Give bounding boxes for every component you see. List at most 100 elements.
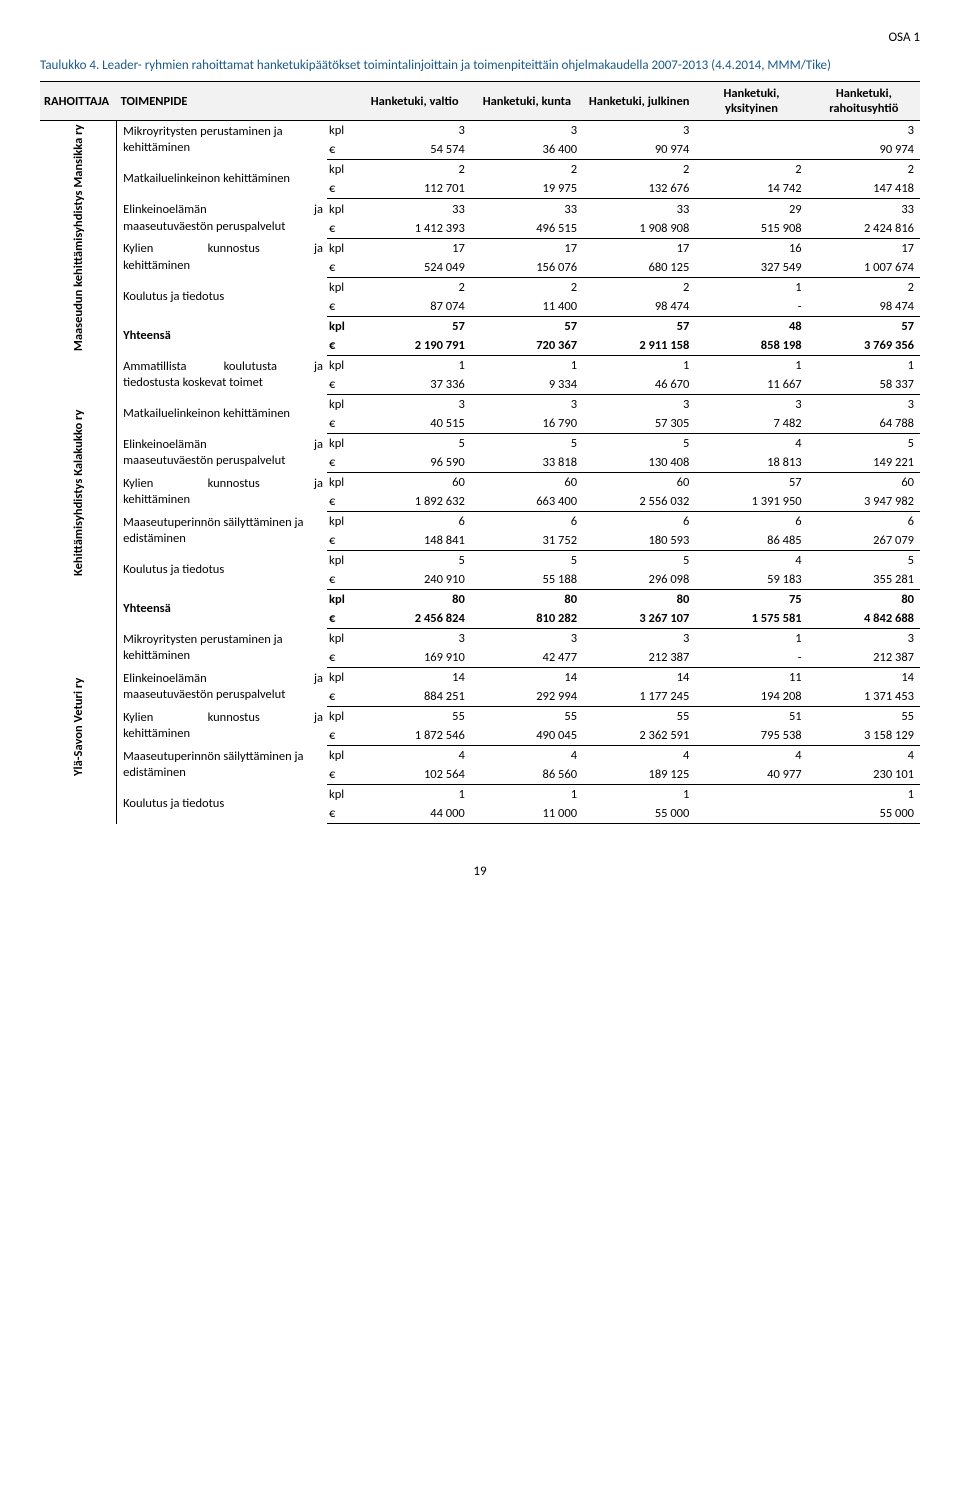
cell-value: 3 947 982 bbox=[808, 492, 920, 512]
cell-value: 80 bbox=[359, 590, 471, 610]
cell-value: 148 841 bbox=[359, 531, 471, 551]
toimenpide-label: Maaseutuperinnön säilyttäminen ja edistä… bbox=[117, 746, 327, 785]
cell-value: 355 281 bbox=[808, 570, 920, 590]
cell-value: 194 208 bbox=[695, 687, 807, 707]
cell-value: 149 221 bbox=[808, 453, 920, 473]
cell-value: 1 bbox=[583, 785, 695, 805]
cell-value: 3 bbox=[808, 395, 920, 415]
toimenpide-label: Mikroyritysten perustaminen ja kehittämi… bbox=[117, 121, 327, 160]
cell-value: 6 bbox=[583, 512, 695, 532]
cell-value bbox=[695, 785, 807, 805]
toimenpide-label: Maaseutuperinnön säilyttäminen ja edistä… bbox=[117, 512, 327, 551]
cell-value: 33 bbox=[359, 199, 471, 219]
cell-value: 46 670 bbox=[583, 375, 695, 395]
cell-value: 267 079 bbox=[808, 531, 920, 551]
cell-value: 4 bbox=[471, 746, 583, 766]
cell-value: 90 974 bbox=[808, 140, 920, 160]
unit-kpl: kpl bbox=[327, 434, 358, 454]
unit-kpl: kpl bbox=[327, 121, 358, 141]
cell-value: 4 bbox=[583, 746, 695, 766]
cell-value: 80 bbox=[583, 590, 695, 610]
unit-kpl: kpl bbox=[327, 317, 358, 337]
cell-value: 3 bbox=[471, 629, 583, 649]
cell-value: 55 bbox=[359, 707, 471, 727]
cell-value: 55 bbox=[583, 707, 695, 727]
cell-value: 3 bbox=[471, 121, 583, 141]
cell-value: 515 908 bbox=[695, 219, 807, 239]
cell-value: 1 bbox=[695, 629, 807, 649]
table-row-yhteensa: Yhteensäkpl8080807580 bbox=[40, 590, 920, 610]
col-rahoittaja: RAHOITTAJA bbox=[40, 82, 117, 121]
unit-kpl: kpl bbox=[327, 551, 358, 571]
col-yksityinen: Hanketuki, yksityinen bbox=[695, 82, 807, 121]
cell-value: 14 bbox=[808, 668, 920, 688]
toimenpide-label: Matkailuelinkeinon kehittäminen bbox=[117, 395, 327, 434]
cell-value: 86 485 bbox=[695, 531, 807, 551]
cell-value: 11 bbox=[695, 668, 807, 688]
cell-value: 230 101 bbox=[808, 765, 920, 785]
unit-eur: € bbox=[327, 219, 358, 239]
unit-eur: € bbox=[327, 726, 358, 746]
cell-value: 240 910 bbox=[359, 570, 471, 590]
col-julkinen: Hanketuki, julkinen bbox=[583, 82, 695, 121]
cell-value: 1 bbox=[808, 356, 920, 376]
cell-value: 1 575 581 bbox=[695, 609, 807, 629]
cell-value: 96 590 bbox=[359, 453, 471, 473]
cell-value: 1 bbox=[359, 785, 471, 805]
table-row: Elinkeinoelämänjamaaseutuväestön peruspa… bbox=[40, 668, 920, 688]
cell-value: 80 bbox=[808, 590, 920, 610]
cell-value: 3 158 129 bbox=[808, 726, 920, 746]
table-row: Matkailuelinkeinon kehittäminenkpl33333 bbox=[40, 395, 920, 415]
cell-value: 19 975 bbox=[471, 179, 583, 199]
yhteensa-label: Yhteensä bbox=[117, 590, 327, 629]
yhteensa-label: Yhteensä bbox=[117, 317, 327, 356]
cell-value: 57 bbox=[808, 317, 920, 337]
cell-value: 1 872 546 bbox=[359, 726, 471, 746]
page-number: 19 bbox=[40, 864, 920, 879]
cell-value: 14 bbox=[359, 668, 471, 688]
cell-value: 5 bbox=[583, 434, 695, 454]
toimenpide-label: Matkailuelinkeinon kehittäminen bbox=[117, 160, 327, 199]
cell-value: 17 bbox=[583, 238, 695, 258]
cell-value: 2 bbox=[808, 277, 920, 297]
cell-value: 33 bbox=[808, 199, 920, 219]
cell-value: 2 456 824 bbox=[359, 609, 471, 629]
cell-value: 57 305 bbox=[583, 414, 695, 434]
cell-value: 156 076 bbox=[471, 258, 583, 278]
cell-value: 16 790 bbox=[471, 414, 583, 434]
cell-value: 292 994 bbox=[471, 687, 583, 707]
cell-value: 3 bbox=[471, 395, 583, 415]
cell-value: 112 701 bbox=[359, 179, 471, 199]
unit-eur: € bbox=[327, 179, 358, 199]
cell-value: 55 bbox=[808, 707, 920, 727]
cell-value: 59 183 bbox=[695, 570, 807, 590]
cell-value: 720 367 bbox=[471, 336, 583, 356]
cell-value: 3 bbox=[359, 395, 471, 415]
cell-value: 1 391 950 bbox=[695, 492, 807, 512]
cell-value: 57 bbox=[583, 317, 695, 337]
cell-value: 98 474 bbox=[583, 297, 695, 317]
cell-value: 4 bbox=[808, 746, 920, 766]
cell-value: 33 818 bbox=[471, 453, 583, 473]
unit-kpl: kpl bbox=[327, 746, 358, 766]
cell-value: 4 bbox=[695, 746, 807, 766]
unit-eur: € bbox=[327, 609, 358, 629]
table-caption: Taulukko 4. Leader- ryhmien rahoittamat … bbox=[40, 57, 920, 75]
unit-eur: € bbox=[327, 570, 358, 590]
cell-value: 9 334 bbox=[471, 375, 583, 395]
cell-value: 2 bbox=[583, 277, 695, 297]
rahoittaja-label: Maaseudun kehittämisyhdistys Mansikka ry bbox=[40, 121, 117, 356]
cell-value: 44 000 bbox=[359, 804, 471, 824]
toimenpide-label: Koulutus ja tiedotus bbox=[117, 277, 327, 316]
cell-value: 663 400 bbox=[471, 492, 583, 512]
rahoittaja-label: Ylä-Savon Veturi ry bbox=[40, 629, 117, 824]
cell-value: 5 bbox=[471, 434, 583, 454]
cell-value: 48 bbox=[695, 317, 807, 337]
cell-value: 3 bbox=[583, 395, 695, 415]
cell-value: 60 bbox=[359, 473, 471, 493]
cell-value: 6 bbox=[359, 512, 471, 532]
table-header-row: RAHOITTAJA TOIMENPIDE Hanketuki, valtio … bbox=[40, 82, 920, 121]
unit-kpl: kpl bbox=[327, 395, 358, 415]
cell-value: 55 000 bbox=[808, 804, 920, 824]
cell-value: 2 bbox=[471, 277, 583, 297]
